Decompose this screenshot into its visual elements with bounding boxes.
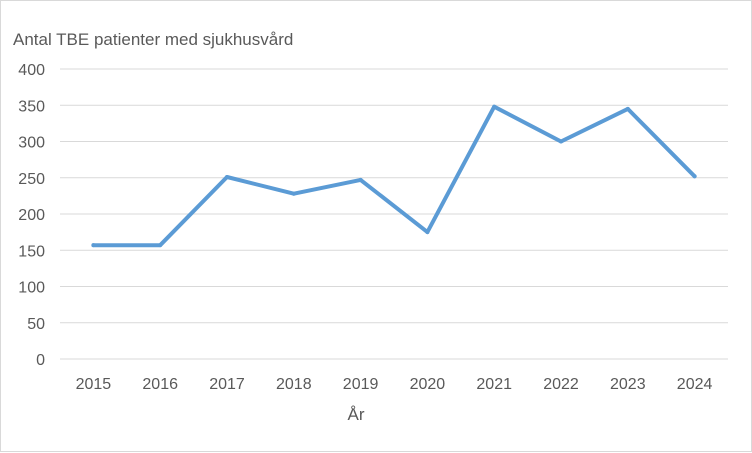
x-tick-label: 2016	[142, 376, 178, 393]
y-tick-label: 0	[36, 352, 45, 369]
y-tick-labels: 0 50 100 150 200 250 300 350 400	[18, 62, 45, 369]
x-tick-labels: 2015 2016 2017 2018 2019 2020 2021 2022 2023 2024	[76, 376, 713, 393]
x-tick-label: 2015	[76, 376, 112, 393]
data-point	[559, 139, 563, 144]
x-tick-label: 2024	[677, 376, 713, 393]
data-point	[425, 230, 430, 235]
y-tick-label: 200	[18, 207, 45, 224]
data-point	[291, 191, 296, 196]
gridlines	[60, 68, 728, 360]
series-line	[91, 104, 697, 248]
data-point	[625, 106, 630, 111]
y-tick-label: 250	[18, 171, 45, 188]
y-tick-label: 50	[27, 316, 45, 333]
y-tick-label: 100	[18, 280, 45, 297]
y-tick-label: 400	[18, 62, 45, 79]
y-axis-title: Antal TBE patienter med sjukhusvård	[13, 30, 293, 49]
x-tick-label: 2022	[543, 376, 579, 393]
data-point	[492, 104, 497, 109]
x-tick-label: 2023	[610, 376, 646, 393]
x-tick-label: 2021	[476, 376, 512, 393]
y-tick-label: 300	[18, 135, 45, 152]
x-tick-label: 2017	[209, 376, 245, 393]
data-point	[158, 243, 163, 248]
x-tick-label: 2019	[343, 376, 379, 393]
data-point	[358, 177, 363, 182]
data-point	[692, 174, 697, 179]
y-tick-label: 150	[18, 243, 45, 260]
x-axis-title: År	[348, 405, 365, 424]
x-tick-label: 2018	[276, 376, 312, 393]
series-group	[91, 104, 697, 248]
y-tick-label: 350	[18, 98, 45, 115]
data-point	[91, 243, 96, 248]
data-point	[225, 175, 229, 180]
x-tick-label: 2020	[410, 376, 446, 393]
